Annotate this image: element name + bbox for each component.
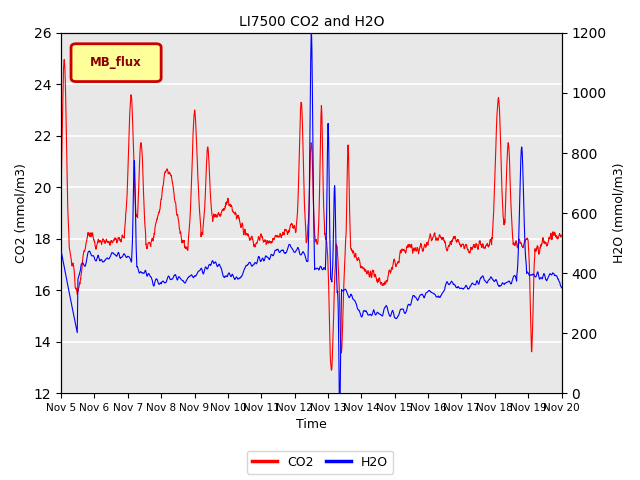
Title: LI7500 CO2 and H2O: LI7500 CO2 and H2O [239,15,384,29]
Legend: CO2, H2O: CO2, H2O [247,451,393,474]
Text: MB_flux: MB_flux [90,56,142,69]
FancyBboxPatch shape [71,44,161,82]
X-axis label: Time: Time [296,419,326,432]
Y-axis label: CO2 (mmol/m3): CO2 (mmol/m3) [15,163,28,263]
Y-axis label: H2O (mmol/m3): H2O (mmol/m3) [612,163,625,264]
